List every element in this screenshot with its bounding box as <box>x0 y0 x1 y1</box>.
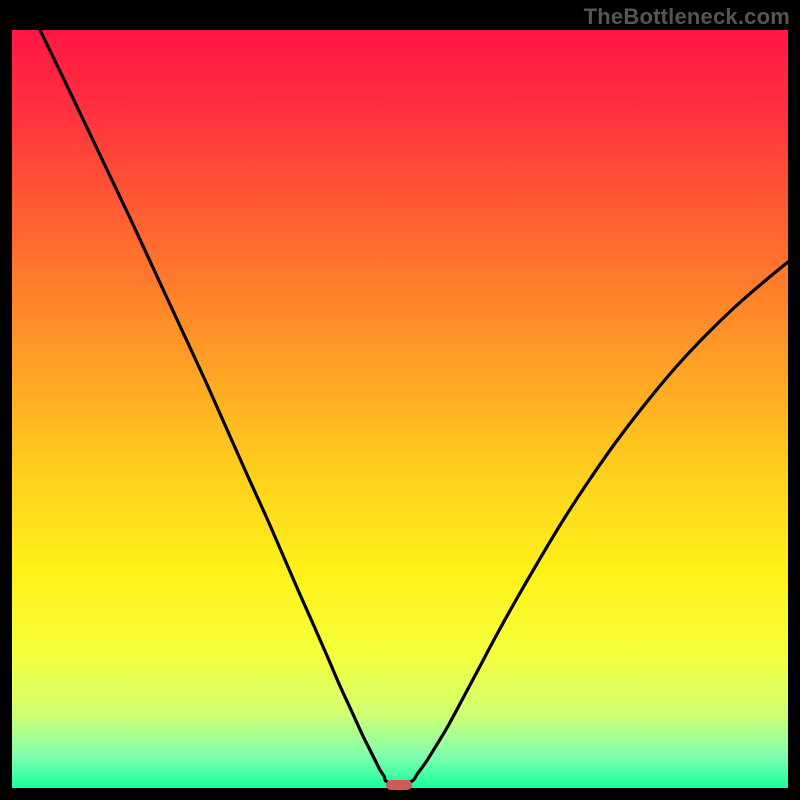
chart-container: TheBottleneck.com <box>0 0 800 800</box>
optimal-marker <box>386 780 412 790</box>
chart-svg <box>0 0 800 800</box>
gradient-plot-area <box>12 30 788 788</box>
